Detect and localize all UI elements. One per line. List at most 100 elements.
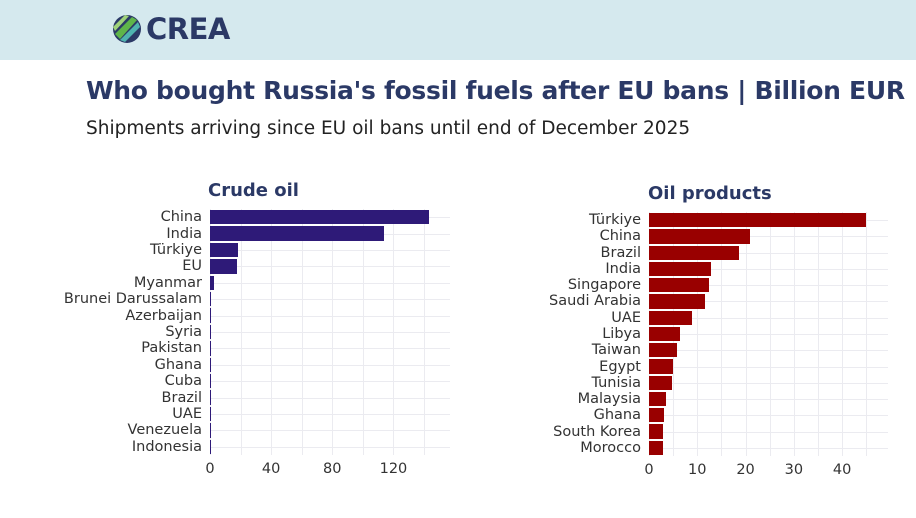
panel-title-oil-products: Oil products bbox=[648, 183, 772, 204]
bar-indonesia bbox=[210, 439, 211, 454]
category-label: Pakistan bbox=[141, 340, 202, 357]
category-label: Taiwan bbox=[591, 342, 641, 359]
bar-india bbox=[210, 226, 384, 241]
gridline-horizontal bbox=[210, 250, 450, 251]
category-label: South Korea bbox=[553, 423, 641, 440]
category-label: Türkiye bbox=[150, 242, 202, 258]
category-label: Myanmar bbox=[133, 274, 202, 291]
category-label: India bbox=[605, 260, 641, 277]
gridline-horizontal bbox=[649, 317, 888, 319]
category-label: EU bbox=[182, 258, 202, 275]
gridline-horizontal bbox=[210, 266, 450, 268]
gridline-horizontal bbox=[210, 282, 450, 284]
header-band bbox=[0, 0, 916, 60]
x-tick-label: 80 bbox=[323, 461, 342, 477]
gridline-horizontal bbox=[649, 431, 888, 433]
bar-t-rkiye bbox=[649, 212, 867, 228]
bar-china bbox=[210, 209, 429, 225]
gridline-horizontal bbox=[649, 447, 888, 449]
gridline-horizontal bbox=[649, 399, 888, 401]
x-tick-label: 0 bbox=[644, 462, 654, 478]
gridline-horizontal bbox=[649, 301, 888, 303]
gridline-horizontal bbox=[649, 350, 888, 352]
bar-eu bbox=[210, 259, 237, 274]
category-label: China bbox=[160, 209, 202, 226]
category-label: UAE bbox=[611, 309, 641, 326]
gridline-horizontal bbox=[210, 446, 450, 448]
category-label: Saudi Arabia bbox=[548, 293, 641, 310]
gridline-horizontal bbox=[649, 252, 888, 254]
gridline-horizontal bbox=[210, 397, 450, 399]
bar-saudi-arabia bbox=[649, 294, 706, 309]
bar-azerbaijan bbox=[210, 308, 211, 323]
x-tick-label: 20 bbox=[736, 462, 755, 478]
gridline-horizontal bbox=[210, 381, 450, 383]
crea-logo-icon bbox=[113, 15, 141, 43]
bar-ghana bbox=[649, 408, 665, 423]
logo-text: CREA bbox=[146, 12, 230, 46]
category-label: Cuba bbox=[164, 373, 202, 390]
x-tick-label: 40 bbox=[832, 462, 852, 478]
gridline-horizontal bbox=[210, 364, 450, 366]
bar-south-korea bbox=[649, 424, 663, 439]
gridline-horizontal bbox=[649, 415, 888, 417]
bar-ghana bbox=[210, 357, 211, 372]
bar-libya bbox=[649, 326, 681, 342]
category-label: Syria bbox=[165, 324, 202, 340]
category-label: Brazil bbox=[600, 244, 641, 261]
x-tick-label: 120 bbox=[379, 461, 408, 477]
category-label: Ghana bbox=[154, 356, 202, 373]
bar-tunisia bbox=[649, 375, 673, 390]
gridline-horizontal bbox=[210, 315, 450, 317]
category-label: Indonesia bbox=[131, 438, 202, 455]
gridline-horizontal bbox=[210, 414, 450, 415]
gridline-horizontal bbox=[649, 382, 888, 384]
category-label: Venezuela bbox=[127, 422, 202, 439]
bar-venezuela bbox=[210, 423, 211, 438]
x-tick-label: 10 bbox=[688, 462, 707, 478]
gridline-horizontal bbox=[649, 285, 888, 287]
bar-t-rkiye bbox=[210, 242, 238, 258]
bar-uae bbox=[210, 406, 211, 422]
category-label: Morocco bbox=[580, 439, 641, 456]
category-label: Azerbaijan bbox=[125, 307, 202, 324]
category-label: Singapore bbox=[567, 277, 641, 294]
bar-pakistan bbox=[210, 341, 211, 356]
bar-china bbox=[649, 229, 751, 244]
category-label: China bbox=[599, 228, 641, 245]
category-label: India bbox=[166, 225, 202, 242]
category-label: Türkiye bbox=[589, 212, 641, 229]
bar-brazil bbox=[210, 390, 211, 405]
category-label: UAE bbox=[172, 406, 202, 422]
bar-morocco bbox=[649, 440, 663, 456]
x-tick-label: 0 bbox=[205, 461, 215, 477]
category-label: Egypt bbox=[599, 358, 641, 375]
bar-myanmar bbox=[210, 275, 214, 290]
category-label: Malaysia bbox=[577, 391, 641, 408]
bar-brunei-darussalam bbox=[210, 291, 211, 307]
gridline-horizontal bbox=[649, 236, 888, 238]
crude-oil-plot: China India Türkiye EU Myanmar Brunei Darussa… bbox=[64, 209, 450, 477]
x-tick-label: 30 bbox=[784, 462, 804, 478]
panel-title-crude-oil: Crude oil bbox=[208, 180, 299, 201]
bar-singapore bbox=[649, 278, 710, 293]
gridline-horizontal bbox=[210, 332, 450, 333]
bar-malaysia bbox=[649, 391, 667, 407]
gridline-horizontal bbox=[649, 334, 888, 335]
bar-cuba bbox=[210, 373, 211, 389]
gridline-horizontal bbox=[649, 366, 888, 368]
gridline-horizontal bbox=[210, 299, 450, 301]
bar-syria bbox=[210, 324, 211, 340]
gridline-horizontal bbox=[649, 268, 888, 270]
gridline-horizontal bbox=[210, 430, 450, 432]
category-label: Libya bbox=[602, 326, 641, 342]
category-label: Ghana bbox=[593, 407, 641, 424]
bar-taiwan bbox=[649, 343, 677, 358]
bar-india bbox=[649, 261, 712, 277]
crea-logo[interactable]: CREA bbox=[112, 12, 230, 46]
bar-brazil bbox=[649, 245, 740, 260]
category-label: Brazil bbox=[161, 389, 202, 406]
chart-title: Who bought Russia's fossil fuels after E… bbox=[86, 76, 905, 105]
gridline-horizontal bbox=[210, 348, 450, 350]
x-tick-label: 40 bbox=[261, 461, 281, 477]
